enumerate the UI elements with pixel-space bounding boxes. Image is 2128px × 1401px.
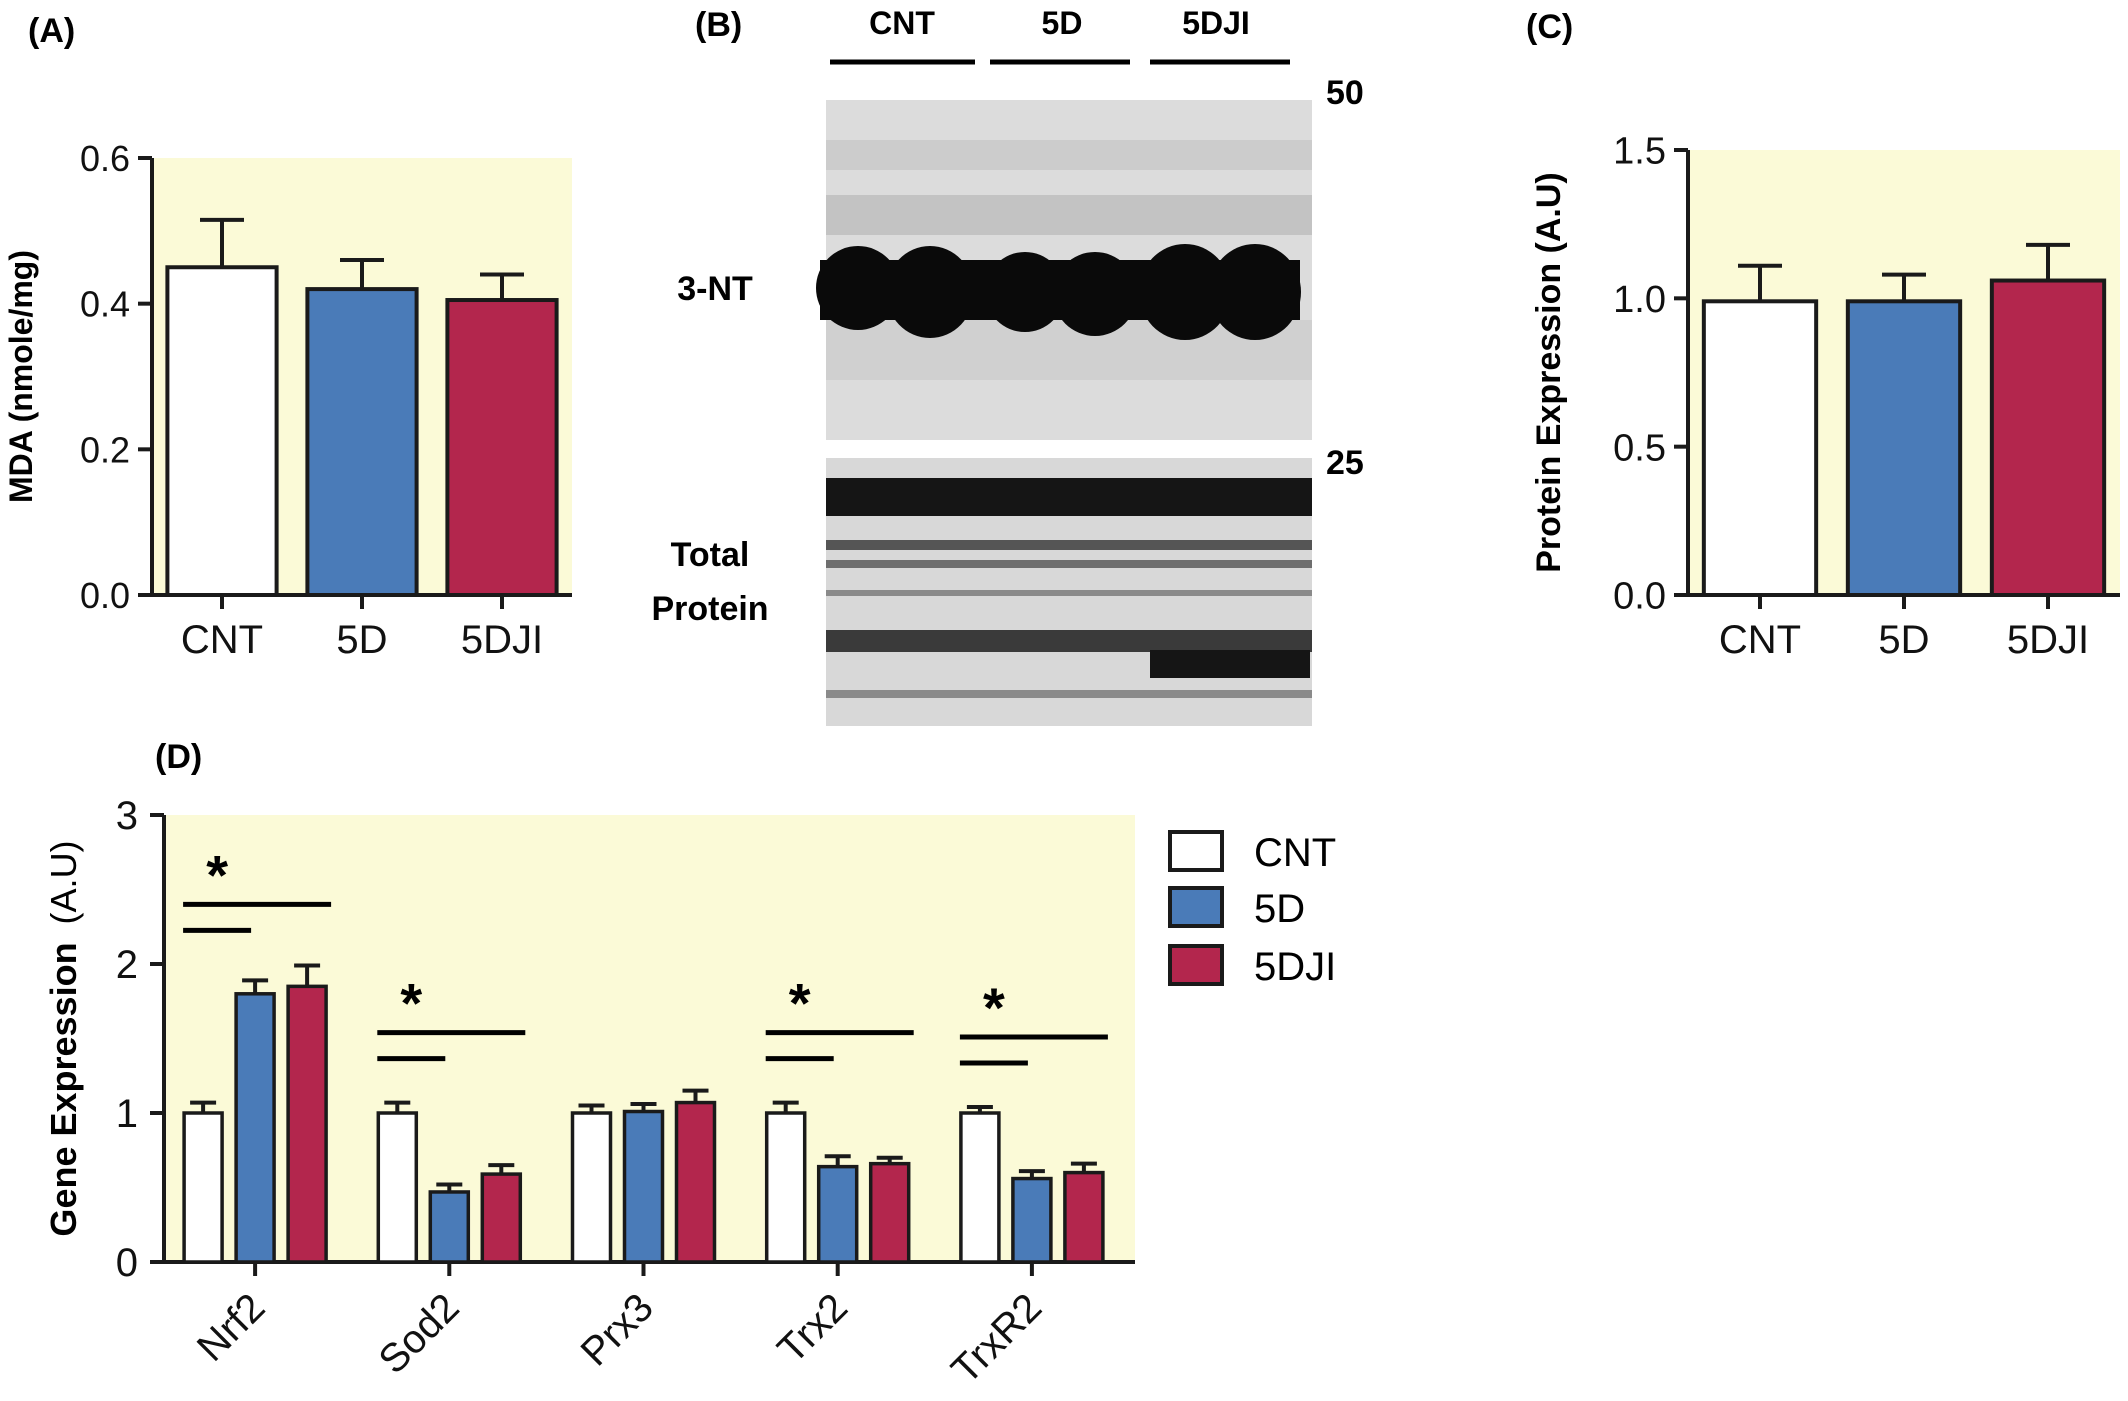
panel-a-y-tick-label: 0.6: [80, 138, 130, 179]
marker-25: 25: [1326, 444, 1364, 482]
legend-item-cnt: CNT: [1168, 830, 1336, 875]
panel-a-ylabel: MDA (nmole/mg): [3, 250, 39, 503]
blot-total-protein: [826, 458, 1312, 726]
panel-a-label: (A): [28, 12, 75, 50]
panel-d-y-tick-label: 2: [116, 943, 138, 987]
panel-d-bar-sod2-cnt: [376, 1111, 419, 1264]
panel-d-ylabel-bold: Gene Expression: [43, 942, 84, 1236]
panel-d-ylabel-unit: (A.U): [43, 840, 84, 924]
panel-c-y-tick-label: 1.5: [1613, 131, 1666, 173]
panel-a-y-tick-label: 0.0: [80, 575, 130, 616]
panel-d-y-tick-label: 0: [116, 1241, 138, 1285]
panel-a-marks: 0.0 0.2 0.4 0.6 CNT 5D 5DJI: [80, 138, 572, 662]
panel-d-x-tick-label: Trx2: [769, 1285, 856, 1372]
panel-d-bar-trxr2-5d: [1011, 1176, 1053, 1264]
panel-d-sig-asterisk: *: [206, 843, 228, 906]
panel-d-bar-trx2-5dji: [868, 1161, 911, 1264]
panel-a-x-tick-label: 5DJI: [461, 618, 543, 662]
legend-item-5d: 5D: [1168, 886, 1305, 931]
panel-d-bar-trxr2-cnt: [959, 1111, 1001, 1264]
panel-b-label: (B): [695, 6, 742, 44]
panel-d-bar-trxr2-5dji: [1063, 1170, 1105, 1264]
panel-d-sig-asterisk: *: [983, 976, 1005, 1039]
panel-d-bar-nrf2-5dji: [286, 984, 328, 1264]
panel-d-bar-prx3-5dji: [674, 1100, 717, 1264]
panel-c-y-tick-label: 0.0: [1613, 576, 1666, 618]
panel-b: (B) CNT 5D 5DJI 50 25 3-NT Total Protein: [651, 5, 1364, 726]
panel-d-marks: 0 1 2 3 Nrf2 * Sod2 * Prx3 Trx2 * TrxR2 *: [116, 794, 1135, 1392]
panel-d-x-tick-label: TrxR2: [943, 1285, 1050, 1392]
panel-d-x-tick-label: Sod2: [370, 1285, 467, 1382]
legend-label-cnt: CNT: [1254, 831, 1336, 875]
panel-c: (C) 0.0 0.5 1.0 1.5 CNT 5D 5DJI Protein Expres…: [1526, 8, 2120, 662]
legend-label-5dji: 5DJI: [1254, 945, 1336, 989]
blot-3nt: [816, 100, 1312, 440]
panel-c-x-tick-label: CNT: [1719, 618, 1801, 662]
panel-c-y-tick-label: 1.0: [1613, 279, 1666, 321]
lane-label-5d: 5D: [1042, 5, 1083, 41]
lane-label-cnt: CNT: [869, 5, 935, 41]
panel-c-x-tick-label: 5DJI: [2007, 618, 2089, 662]
panel-a-y-tick-label: 0.2: [80, 429, 130, 470]
legend-swatch-5dji: [1168, 944, 1224, 986]
panel-d: (D) 0 1 2 3 Nrf2 * Sod2 * Prx3 Trx2 * TrxR2 * Gene E…: [43, 738, 1336, 1392]
panel-d-y-tick-label: 3: [116, 794, 138, 838]
panel-d-bar-prx3-5d: [622, 1109, 665, 1264]
panel-d-bar-nrf2-5d: [234, 992, 276, 1264]
panel-a-x-tick-label: CNT: [181, 618, 263, 662]
panel-a-y-tick-label: 0.4: [80, 284, 130, 325]
panel-d-bar-sod2-5d: [428, 1190, 471, 1264]
band-label-protein: Protein: [651, 590, 768, 628]
lane-label-5dji: 5DJI: [1182, 5, 1250, 41]
panel-c-label: (C): [1526, 8, 1573, 46]
legend-label-5d: 5D: [1254, 887, 1305, 931]
panel-d-x-tick-label: Nrf2: [189, 1285, 274, 1370]
panel-d-bar-nrf2-cnt: [182, 1111, 224, 1264]
panel-d-y-tick-label: 1: [116, 1092, 138, 1136]
panel-d-bar-trx2-cnt: [764, 1111, 807, 1264]
panel-c-bar-5dji: [1989, 278, 2107, 597]
panel-d-label: (D): [155, 738, 202, 776]
panel-c-marks: 0.0 0.5 1.0 1.5 CNT 5D 5DJI: [1613, 131, 2120, 662]
panel-c-x-tick-label: 5D: [1878, 618, 1929, 662]
panel-c-ylabel: Protein Expression (A.U): [1530, 172, 1568, 573]
panel-d-bar-trx2-5d: [816, 1164, 859, 1264]
panel-d-legend: CNT 5D 5DJI: [1168, 830, 1336, 989]
panel-a-bar-cnt: [165, 265, 279, 597]
panel-d-sig-asterisk: *: [789, 972, 811, 1035]
marker-50: 50: [1326, 74, 1364, 112]
panel-d-bar-sod2-5dji: [480, 1172, 523, 1264]
panel-d-bar-prx3-cnt: [570, 1111, 613, 1264]
panel-d-sig-asterisk: *: [400, 972, 422, 1035]
legend-swatch-cnt: [1168, 830, 1224, 872]
panel-c-bar-cnt: [1701, 299, 1819, 597]
panel-a: (A) 0.0 0.2 0.4 0.6 CNT 5D 5DJI MDA (nmole/mg): [3, 12, 572, 662]
panel-c-bar-5d: [1845, 299, 1963, 597]
band-label-total: Total: [671, 536, 750, 574]
panel-a-x-tick-label: 5D: [336, 618, 387, 662]
band-label-3nt: 3-NT: [677, 270, 753, 308]
panel-d-ylabel: Gene Expression (A.U): [43, 840, 84, 1236]
legend-swatch-5d: [1168, 886, 1224, 928]
panel-d-x-tick-label: Prx3: [573, 1285, 662, 1374]
panel-c-y-tick-label: 0.5: [1613, 427, 1666, 469]
panel-a-bar-5d: [305, 287, 419, 597]
legend-item-5dji: 5DJI: [1168, 944, 1336, 989]
panel-a-bar-5dji: [445, 298, 559, 597]
